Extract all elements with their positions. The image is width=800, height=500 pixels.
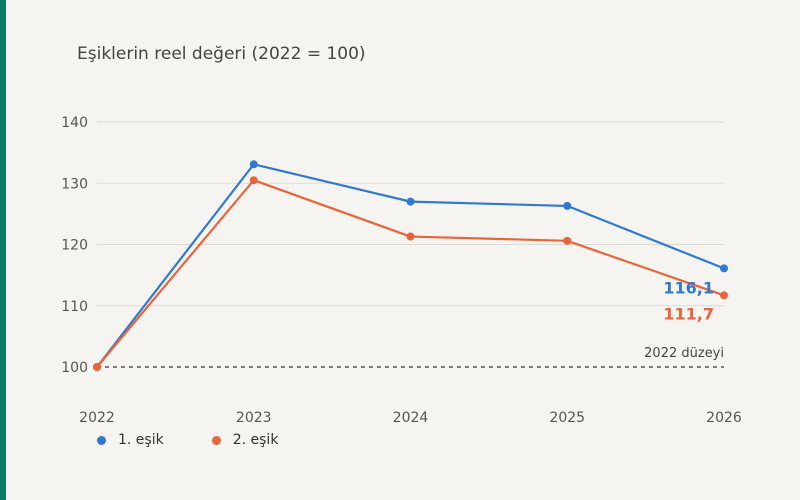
series-line-2 bbox=[96, 179, 725, 368]
reference-line-label: 2022 düzeyi bbox=[644, 346, 724, 361]
y-tick-label: 140 bbox=[61, 115, 88, 131]
y-tick-label: 110 bbox=[61, 299, 88, 315]
x-tick-label: 2022 bbox=[79, 410, 115, 426]
legend-item-series-2: 2. eşik bbox=[211, 432, 279, 448]
data-point-series-2 bbox=[720, 291, 728, 300]
x-tick-label: 2025 bbox=[549, 410, 585, 426]
data-point-series-1 bbox=[406, 197, 415, 206]
data-point-series-2 bbox=[93, 363, 101, 371]
legend-item-series-1: 1. eşik bbox=[97, 432, 164, 448]
data-point-series-1 bbox=[720, 264, 728, 273]
legend-marker-series-2 bbox=[211, 435, 221, 445]
end-value-label-series-1: 116,1 bbox=[663, 278, 714, 297]
accent-strip bbox=[0, 0, 6, 500]
x-tick-label: 2026 bbox=[706, 410, 742, 426]
series-line-1 bbox=[96, 163, 725, 368]
legend-label-series-2: 2. eşik bbox=[232, 432, 279, 448]
y-tick-label: 120 bbox=[61, 238, 88, 254]
legend-label-series-1: 1. eşik bbox=[118, 432, 164, 448]
data-point-series-1 bbox=[249, 160, 258, 169]
legend-marker-series-1 bbox=[97, 435, 106, 445]
x-tick-label: 2023 bbox=[236, 410, 272, 426]
y-tick-label: 100 bbox=[61, 360, 88, 376]
data-point-series-2 bbox=[563, 236, 572, 245]
x-tick-label: 2024 bbox=[393, 410, 429, 426]
y-tick-label: 130 bbox=[61, 176, 88, 192]
data-point-series-1 bbox=[563, 201, 572, 210]
legend: 1. eşik 2. eşik bbox=[97, 432, 278, 448]
data-point-series-2 bbox=[406, 232, 415, 241]
end-value-label-series-2: 111,7 bbox=[663, 304, 714, 323]
data-point-series-2 bbox=[249, 176, 258, 185]
chart-title: Eşiklerin reel değeri (2022 = 100) bbox=[77, 44, 366, 64]
